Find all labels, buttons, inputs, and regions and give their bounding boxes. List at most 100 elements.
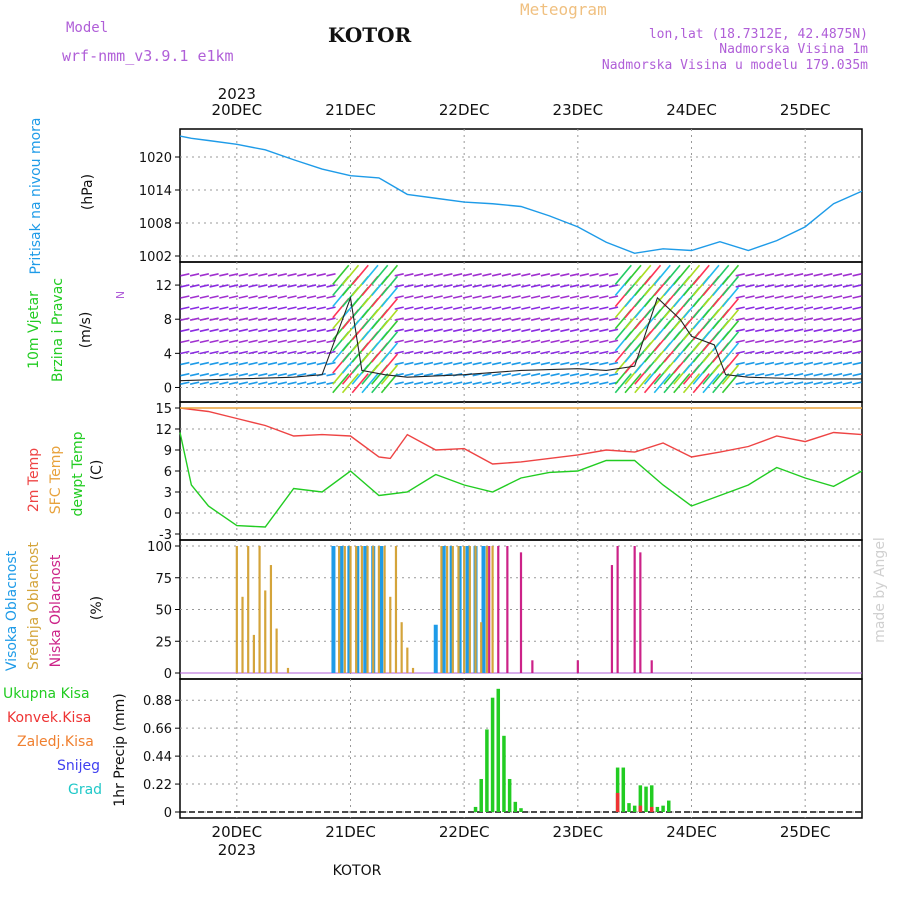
wind-barb	[258, 339, 268, 344]
precip-bar-0	[655, 806, 660, 812]
model-elevation-label: Nadmorska Visina u modelu 179.035m	[601, 58, 868, 73]
wind-barb	[832, 273, 843, 277]
wind-barb	[394, 306, 404, 310]
wind-barb	[735, 328, 745, 333]
wind-barb	[550, 372, 560, 377]
cloud-bar-2	[650, 660, 653, 673]
wind-barb	[521, 361, 531, 366]
precip-bar-0	[627, 803, 631, 812]
wind-barb	[248, 350, 258, 355]
wind-barb	[842, 328, 853, 333]
wind-barb	[755, 381, 765, 385]
wind-barb	[297, 273, 307, 277]
wind-barb	[371, 264, 389, 285]
wind-barb	[511, 273, 521, 277]
wind-barb	[180, 381, 190, 385]
wind-barb	[443, 306, 453, 310]
wind-barb	[189, 372, 200, 377]
cloud-bar-2	[633, 546, 636, 673]
wind-barb	[813, 339, 823, 344]
precip-bar-1	[615, 792, 620, 812]
cloud-bar-0	[457, 546, 462, 673]
wind-barb	[550, 350, 560, 355]
wind-barb	[482, 350, 492, 355]
wind-barb	[540, 284, 551, 288]
wind-barb	[472, 350, 482, 355]
wind-barb	[813, 284, 823, 288]
wind-barb	[209, 372, 219, 377]
wind-speed-line	[179, 295, 862, 382]
precip-tick-label: 0	[164, 806, 172, 821]
meteogram-label: Meteogram	[520, 0, 607, 19]
temp-tick-label: 15	[155, 402, 172, 417]
wind-barb	[306, 284, 317, 288]
station-title: KOTOR	[328, 23, 412, 47]
wind-barb	[306, 339, 317, 344]
wind-barb	[530, 317, 541, 321]
cloud-bar-1	[275, 628, 278, 673]
wind-barb	[803, 350, 814, 355]
wind-barb	[521, 350, 531, 355]
wind-barb	[433, 381, 443, 385]
wind-barb	[540, 306, 551, 310]
wind-barb	[326, 350, 336, 355]
wind-barb	[721, 264, 740, 285]
wind-barb	[238, 361, 249, 366]
wind-barb	[219, 328, 229, 333]
wind-barb	[258, 350, 268, 355]
wind-barb	[579, 350, 590, 355]
wind-barb	[634, 373, 652, 394]
wind-barb	[735, 317, 745, 321]
bottom-date-label: 20DEC	[212, 823, 263, 841]
wind-barb	[258, 381, 268, 385]
wind-barb	[472, 361, 482, 366]
wind-barb	[599, 306, 609, 310]
wind-barb	[491, 381, 502, 385]
wind-barb	[238, 381, 249, 385]
wind-barb	[423, 339, 434, 344]
wind-barb	[351, 264, 369, 285]
wind-barb	[267, 381, 278, 385]
precip-tick-label: 0.88	[143, 694, 172, 709]
wind-barb	[589, 317, 599, 321]
wind-barb	[394, 284, 404, 288]
wind-barb	[180, 273, 190, 277]
wind-barb	[521, 306, 531, 310]
wind-barb	[599, 284, 609, 288]
wind-barb	[599, 361, 609, 366]
wind-barb	[550, 381, 560, 385]
wind-barb	[550, 306, 560, 310]
wind-barb	[316, 350, 326, 355]
wind-barb	[267, 339, 278, 344]
wind-barb	[842, 317, 853, 321]
wind-barb	[491, 295, 502, 299]
temp-tick-label: 3	[164, 486, 172, 501]
wind-barb	[326, 372, 336, 377]
wind-barb	[764, 361, 775, 366]
cloud-bar-1	[366, 546, 369, 673]
wind-barb	[180, 339, 190, 344]
pressure-tick-label: 1002	[139, 250, 172, 265]
wind-barb	[560, 350, 570, 355]
wind-barb	[482, 284, 492, 288]
precip-bar-0	[638, 785, 643, 812]
wind-barb	[452, 381, 463, 385]
wind-barb	[774, 273, 784, 277]
wind-barb	[589, 306, 599, 310]
wind-barb	[823, 361, 833, 366]
wind-barb	[569, 361, 580, 366]
wind-barb	[550, 284, 560, 288]
wind-barb	[482, 381, 492, 385]
wind-barb	[491, 273, 502, 277]
wind-barb	[608, 350, 619, 355]
wind-barb	[380, 297, 399, 319]
wind-barb	[326, 273, 336, 277]
wind-barb	[774, 361, 784, 366]
cloud-bar-1	[485, 546, 488, 673]
wind-barb	[569, 295, 580, 299]
wind-barb	[774, 306, 784, 310]
wind-barb	[380, 342, 399, 363]
wind-barb	[180, 328, 190, 333]
wind-barb	[462, 361, 473, 366]
wind-barb	[784, 284, 794, 288]
